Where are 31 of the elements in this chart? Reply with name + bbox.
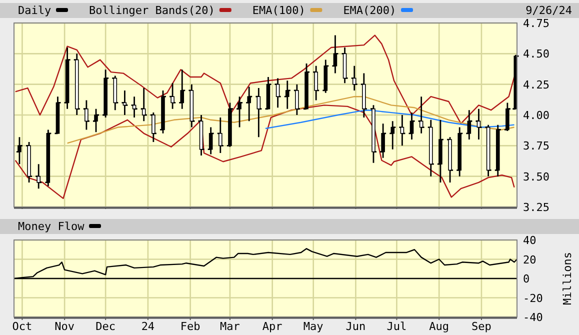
- y-tick-label: -20: [523, 292, 543, 305]
- y-tick-label: 3.25: [523, 201, 550, 214]
- legend-label: Bollinger Bands(20): [89, 4, 215, 17]
- legend-label: EMA(100): [252, 4, 306, 17]
- legend-label: Money Flow: [18, 220, 85, 233]
- x-tick-label: Dec: [96, 320, 116, 333]
- x-tick-label: Mar: [220, 320, 240, 333]
- y-tick-label: -40: [523, 311, 543, 324]
- x-tick-label: Feb: [180, 320, 200, 333]
- x-tick-label: 24: [141, 320, 155, 333]
- legend-label: EMA(200): [343, 4, 396, 17]
- text: 9/26/24: [526, 4, 572, 17]
- y-tick-label: 4.50: [523, 48, 550, 61]
- y-axis-title: Millions: [561, 252, 574, 305]
- y-tick-label: 4.75: [523, 17, 550, 30]
- x-tick-label: Nov: [54, 320, 75, 333]
- y-tick-label: 40: [523, 234, 536, 247]
- y-tick-label: 4.25: [523, 78, 550, 92]
- x-tick-label: Apr: [262, 320, 283, 333]
- x-tick-label: Sep: [472, 320, 492, 333]
- y-tick-label: 3.75: [523, 140, 550, 153]
- legend-label: Daily: [18, 4, 52, 17]
- x-tick-label: May: [303, 320, 324, 333]
- x-tick-label: Oct: [12, 320, 32, 333]
- x-tick-label: Aug: [429, 320, 450, 333]
- x-tick-label: Jun: [346, 320, 366, 333]
- y-tick-label: 20: [523, 253, 536, 266]
- x-tick-label: Jul: [386, 320, 407, 333]
- y-tick-label: 0: [523, 272, 530, 286]
- y-tick-label: 3.50: [523, 170, 550, 184]
- y-tick-label: 4.00: [523, 109, 550, 122]
